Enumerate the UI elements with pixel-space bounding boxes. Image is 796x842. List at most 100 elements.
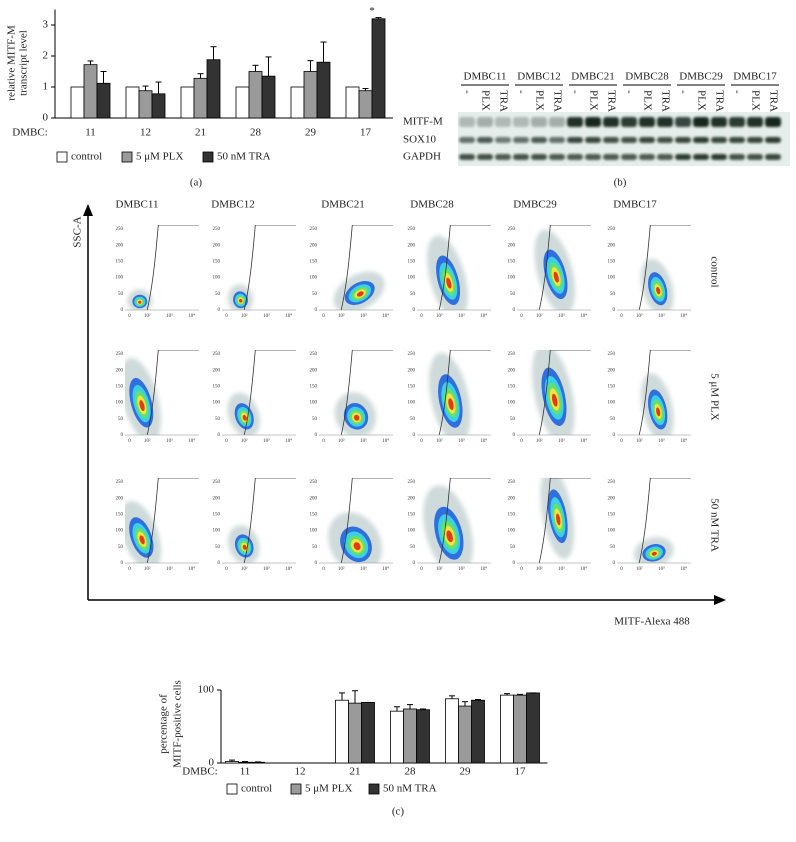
- flow-y-tick-label: 0: [218, 308, 221, 313]
- flow-y-tick-label: 100: [310, 276, 318, 281]
- flow-x-tick-label: 10²: [144, 566, 151, 572]
- flow-y-tick-label: 250: [213, 480, 221, 485]
- flow-x-tick-label: 10³: [458, 438, 465, 444]
- flow-x-tick-label: 10²: [241, 313, 248, 319]
- flow-row-label: 5 μM PLX: [708, 373, 720, 421]
- flow-y-tick-label: 150: [408, 513, 416, 518]
- gate-curve: [538, 225, 591, 310]
- flow-y-tick-label: 200: [608, 496, 616, 501]
- blot-band: [639, 154, 655, 160]
- blot-band: [459, 137, 475, 143]
- gate-curve: [243, 350, 296, 435]
- flow-y-tick-label: 200: [213, 368, 221, 373]
- density-layer: [651, 551, 657, 556]
- flow-x-tick-label: 10²: [436, 313, 443, 319]
- error-bar: [142, 85, 149, 91]
- flow-x-tick-label: 10²: [241, 438, 248, 444]
- legend-label: 5 μM PLX: [136, 151, 184, 163]
- lane-label: PLX: [587, 90, 599, 111]
- flow-y-tick-label: 0: [513, 561, 516, 566]
- density-layer: [139, 535, 145, 545]
- blot-band: [495, 154, 511, 160]
- legend-swatch: [290, 783, 302, 795]
- flow-y-tick-label: 100: [408, 529, 416, 534]
- flow-y-tick-label: 100: [213, 529, 221, 534]
- x-tick-label: 21: [195, 127, 206, 139]
- blot-band: [747, 137, 763, 143]
- flow-x-tick-label: 10²: [338, 313, 345, 319]
- x-tick-label: 28: [250, 127, 262, 139]
- flow-y-tick-label: 100: [213, 276, 221, 281]
- flow-y-tick-label: 200: [213, 496, 221, 501]
- blot-band: [603, 117, 619, 127]
- flow-y-tick-label: 200: [608, 243, 616, 248]
- blot-band: [549, 137, 565, 143]
- blot-group-label: DMBC28: [625, 71, 669, 83]
- flow-y-tick-label: 50: [510, 417, 516, 422]
- bar: [416, 709, 430, 764]
- flow-y-tick-label: 150: [608, 260, 616, 265]
- error-bar: [210, 46, 217, 60]
- flow-x-tick-label: 10²: [636, 313, 643, 319]
- flow-y-tick-label: 200: [116, 243, 124, 248]
- flow-x-tick-label: 10³: [360, 438, 367, 444]
- flow-y-tick-label: 150: [310, 385, 318, 390]
- flow-y-tick-label: 50: [410, 417, 416, 422]
- flow-x-tick-label: 10³: [658, 566, 665, 572]
- flow-x-tick-label: 10⁴: [480, 438, 487, 444]
- blot-band: [477, 117, 493, 127]
- bar: [290, 86, 305, 119]
- flow-x-tick-label: 10²: [436, 438, 443, 444]
- panel-label: (c): [392, 806, 405, 818]
- x-tick-label: 29: [305, 127, 317, 139]
- density-layer: [553, 271, 559, 283]
- flow-y-tick-label: 250: [408, 480, 416, 485]
- bar: [358, 90, 373, 119]
- error-bar: [407, 704, 413, 709]
- blot-group-label: DMBC21: [571, 71, 614, 83]
- flow-y-tick-label: 200: [116, 368, 124, 373]
- blot-band: [513, 154, 529, 160]
- x-tick-label: 17: [360, 127, 372, 139]
- gate-curve: [340, 478, 393, 563]
- y-axis-label: relative MITF-M: [6, 25, 18, 101]
- blot-band: [585, 137, 601, 143]
- flow-y-tick-label: 100: [408, 276, 416, 281]
- error-bar: [320, 41, 327, 63]
- gate-curve: [146, 478, 199, 563]
- density-layer: [656, 407, 661, 417]
- bar: [206, 59, 221, 119]
- gate-curve: [243, 478, 296, 563]
- flow-y-tick-label: 200: [408, 496, 416, 501]
- flow-plot: [334, 350, 393, 435]
- flow-y-tick-label: 150: [508, 513, 516, 518]
- lane-label: TRA: [659, 90, 671, 112]
- flow-x-tick-label: 10⁴: [285, 566, 292, 572]
- blot-band: [477, 137, 493, 143]
- flow-y-tick-label: 200: [608, 368, 616, 373]
- gate-curve: [146, 225, 199, 310]
- flow-y-tick-label: 100: [408, 401, 416, 406]
- flow-y-tick-label: 200: [408, 243, 416, 248]
- flow-y-tick-label: 150: [310, 260, 318, 265]
- legend-label: control: [71, 151, 102, 163]
- bar: [125, 86, 140, 119]
- bar: [513, 694, 527, 764]
- flow-y-tick-label: 50: [215, 292, 221, 297]
- gate-curve: [438, 350, 491, 435]
- gate-curve: [638, 478, 691, 563]
- blot-band: [639, 137, 655, 143]
- bar: [83, 64, 98, 119]
- flow-y-tick-label: 250: [408, 227, 416, 232]
- lane-label: PLX: [749, 90, 761, 111]
- flow-y-tick-label: 250: [116, 227, 124, 232]
- flow-x-tick-label: 10⁴: [285, 313, 292, 319]
- y-tick-label: 3: [43, 19, 49, 31]
- blot-band: [657, 154, 673, 160]
- bar: [458, 705, 472, 764]
- flow-column-label: DMBC21: [321, 199, 364, 211]
- blot-band: [675, 154, 691, 160]
- flow-x-tick-label: 0: [128, 567, 131, 572]
- flow-y-tick-label: 0: [315, 308, 318, 313]
- legend-swatch: [226, 783, 238, 795]
